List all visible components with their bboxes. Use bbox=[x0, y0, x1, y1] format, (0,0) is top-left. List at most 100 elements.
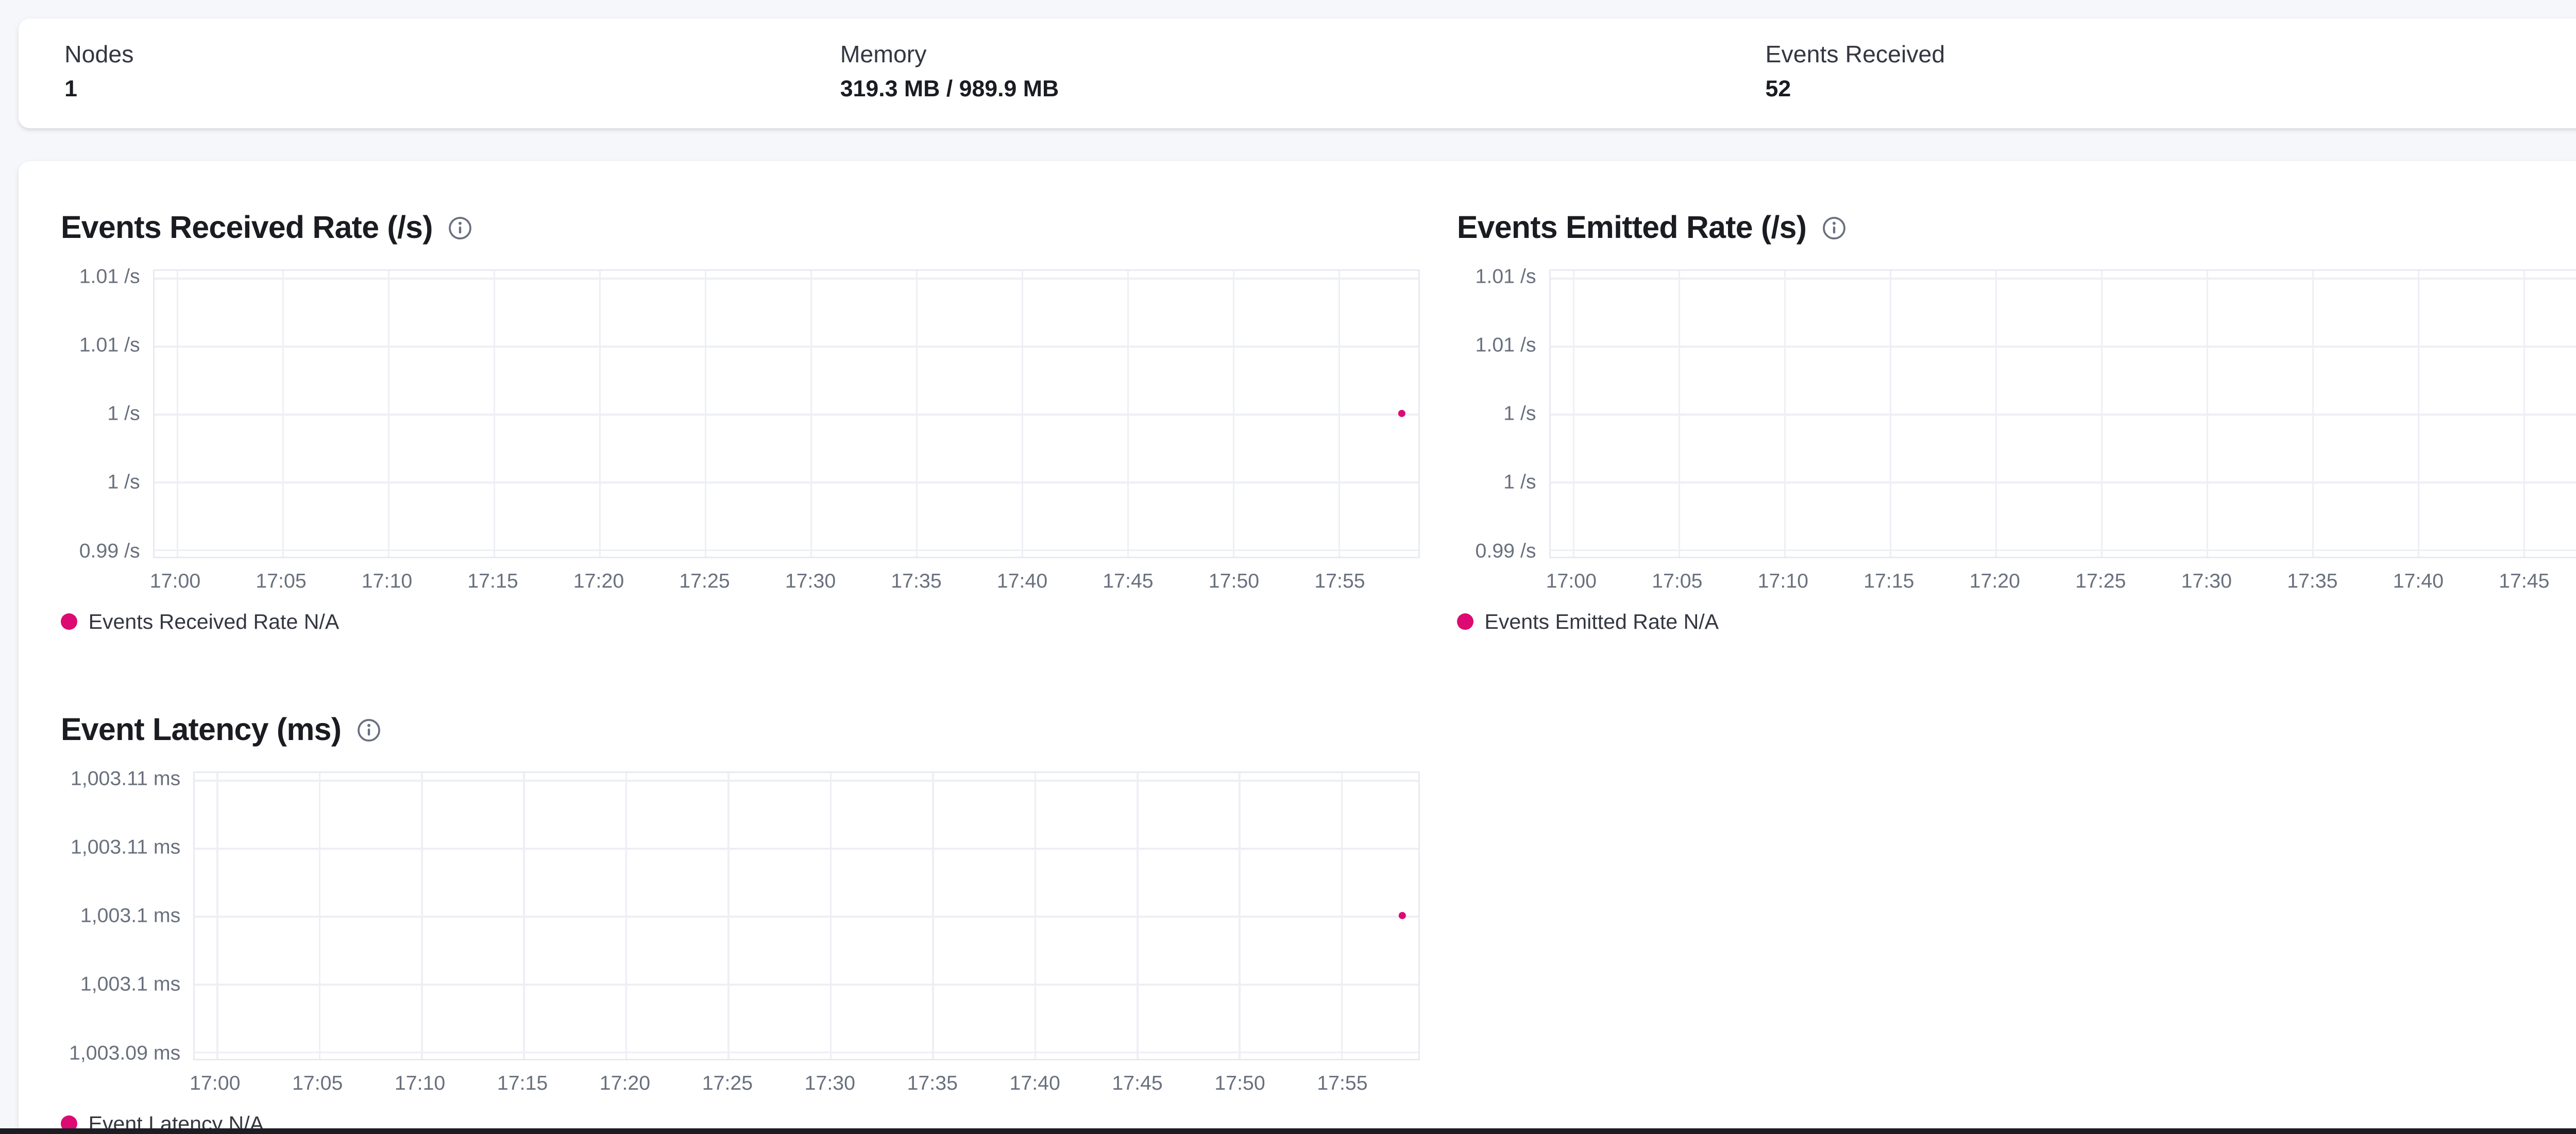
stat-events-received: Events Received 52 bbox=[1766, 37, 1945, 106]
x-axis: 17:00 17:05 17:10 17:15 17:20 17:25 17:30 17:35… bbox=[190, 1071, 1420, 1097]
chart-header: Events Emitted Rate (/s) bbox=[1457, 209, 2576, 245]
x-tick-label: 17:45 bbox=[1112, 1072, 1163, 1095]
chart-legend[interactable]: Events Received Rate N/A bbox=[60, 609, 1420, 634]
y-axis: 1.01 /s 1.01 /s 1 /s 1 /s 0.99 /s bbox=[61, 264, 153, 562]
gridline-horizontal bbox=[195, 848, 1419, 850]
charts-panel: Events Received Rate (/s) 1.01 /s 1.01 /s… bbox=[18, 161, 2576, 1134]
y-tick-label: 1 /s bbox=[107, 402, 140, 425]
y-tick-label: 1,003.11 ms bbox=[70, 766, 181, 789]
x-tick-label: 17:55 bbox=[1317, 1072, 1368, 1095]
plot-column: 17:00 17:05 17:10 17:15 17:20 17:25 17:30 17:35… bbox=[149, 269, 1420, 595]
y-tick-label: 1.01 /s bbox=[79, 264, 140, 287]
chart-header: Event Latency (ms) bbox=[61, 711, 1420, 747]
x-tick-label: 17:10 bbox=[1757, 570, 1809, 593]
chart-title: Events Received Rate (/s) bbox=[60, 210, 433, 245]
summary-stats-bar: Nodes 1 Memory 319.3 MB / 989.9 MB Event… bbox=[18, 18, 2576, 128]
x-axis: 17:00 17:05 17:10 17:15 17:20 17:25 17:30 17:35… bbox=[1546, 569, 2576, 595]
x-tick-label: 17:40 bbox=[2393, 570, 2444, 593]
legend-label: Events Received Rate N/A bbox=[88, 609, 340, 633]
plot-area[interactable] bbox=[193, 771, 1420, 1060]
chart-legend[interactable]: Events Emitted Rate N/A bbox=[1456, 609, 2576, 634]
x-tick-label: 17:20 bbox=[599, 1072, 651, 1095]
info-icon[interactable] bbox=[447, 215, 473, 241]
y-tick-label: 1,003.1 ms bbox=[80, 904, 181, 927]
info-icon[interactable] bbox=[356, 717, 382, 743]
charts-grid: Events Received Rate (/s) 1.01 /s 1.01 /s… bbox=[60, 187, 2576, 1134]
legend-dot-icon bbox=[1456, 613, 1473, 630]
y-axis: 1,003.11 ms 1,003.11 ms 1,003.1 ms 1,003.1 … bbox=[61, 766, 193, 1064]
y-axis: 1.01 /s 1.01 /s 1 /s 1 /s 0.99 /s bbox=[1457, 266, 1549, 562]
x-tick-label: 17:40 bbox=[1009, 1072, 1060, 1095]
chart-header: Events Received Rate (/s) bbox=[61, 209, 1420, 245]
chart-title: Events Emitted Rate (/s) bbox=[1456, 210, 1807, 245]
x-tick-label: 17:10 bbox=[361, 570, 413, 593]
x-tick-label: 17:15 bbox=[497, 1072, 548, 1095]
plot-area[interactable] bbox=[1549, 269, 2576, 558]
x-tick-label: 17:05 bbox=[1652, 570, 1703, 593]
plot-column: 17:00 17:05 17:10 17:15 17:20 17:25 17:30 17:35… bbox=[190, 771, 1420, 1097]
y-tick-label: 0.99 /s bbox=[79, 539, 140, 562]
gridline-horizontal bbox=[154, 549, 1419, 552]
x-tick-label: 17:00 bbox=[149, 570, 201, 593]
chart-body: 1.01 /s 1.01 /s 1 /s 1 /s 0.99 /s 17:00 17:05… bbox=[1457, 266, 2576, 595]
gridline-horizontal bbox=[1550, 482, 2576, 484]
plot-area[interactable] bbox=[152, 269, 1420, 558]
stat-label: Nodes bbox=[64, 40, 134, 67]
gridline-horizontal bbox=[1550, 549, 2576, 552]
y-tick-label: 1,003.1 ms bbox=[80, 972, 181, 995]
x-tick-label: 17:25 bbox=[702, 1072, 753, 1095]
y-tick-label: 0.99 /s bbox=[1475, 539, 1536, 562]
legend-label: Events Emitted Rate N/A bbox=[1484, 609, 1719, 633]
stat-label: Events Received bbox=[1765, 40, 1945, 67]
stat-label: Memory bbox=[840, 40, 927, 67]
x-tick-label: 17:50 bbox=[1214, 1072, 1265, 1095]
x-tick-label: 17:35 bbox=[891, 570, 942, 593]
plot-column: 17:00 17:05 17:10 17:15 17:20 17:25 17:30 17:35… bbox=[1546, 269, 2576, 595]
data-point bbox=[1398, 410, 1406, 418]
x-tick-label: 17:25 bbox=[679, 570, 730, 593]
stat-memory: Memory 319.3 MB / 989.9 MB bbox=[840, 37, 1059, 106]
x-tick-label: 17:15 bbox=[1863, 570, 1914, 593]
legend-dot-icon bbox=[60, 613, 78, 630]
chart-events-emitted-rate: Events Emitted Rate (/s) 1.01 /s 1.01 /s 1… bbox=[1456, 187, 2576, 634]
x-tick-label: 17:25 bbox=[2075, 570, 2126, 593]
gridline-horizontal bbox=[195, 984, 1419, 986]
gridline-horizontal bbox=[1550, 346, 2576, 348]
data-point bbox=[1398, 912, 1406, 920]
x-tick-label: 17:30 bbox=[804, 1072, 856, 1095]
x-tick-label: 17:00 bbox=[190, 1072, 241, 1095]
x-tick-label: 17:35 bbox=[2287, 570, 2338, 593]
y-tick-label: 1.01 /s bbox=[79, 333, 140, 356]
info-icon[interactable] bbox=[1821, 215, 1847, 241]
stat-value: 1 bbox=[64, 76, 77, 101]
x-tick-label: 17:00 bbox=[1546, 570, 1597, 593]
gridline-horizontal bbox=[154, 278, 1419, 280]
chart-title: Event Latency (ms) bbox=[60, 712, 342, 747]
stat-value: 52 bbox=[1765, 76, 1791, 101]
x-tick-label: 17:20 bbox=[573, 570, 624, 593]
x-tick-label: 17:05 bbox=[292, 1072, 343, 1095]
x-tick-label: 17:05 bbox=[256, 570, 307, 593]
bottom-edge bbox=[0, 1128, 2576, 1134]
x-tick-label: 17:45 bbox=[1103, 570, 1154, 593]
gridline-horizontal bbox=[154, 346, 1419, 348]
x-axis: 17:00 17:05 17:10 17:15 17:20 17:25 17:30 17:35… bbox=[149, 569, 1420, 595]
x-tick-label: 17:15 bbox=[467, 570, 518, 593]
y-tick-label: 1 /s bbox=[1503, 402, 1536, 425]
chart-body: 1.01 /s 1.01 /s 1 /s 1 /s 0.99 /s 17:00 17:05… bbox=[61, 264, 1420, 595]
y-tick-label: 1 /s bbox=[1503, 470, 1536, 493]
x-tick-label: 17:30 bbox=[785, 570, 836, 593]
x-tick-label: 17:30 bbox=[2181, 570, 2232, 593]
stat-value: 319.3 MB / 989.9 MB bbox=[840, 76, 1059, 101]
y-tick-label: 1,003.09 ms bbox=[69, 1041, 181, 1064]
gridline-horizontal bbox=[1550, 278, 2576, 280]
y-tick-label: 1.01 /s bbox=[1475, 333, 1536, 356]
x-tick-label: 17:40 bbox=[996, 570, 1048, 593]
gridline-horizontal bbox=[154, 482, 1419, 484]
stat-nodes: Nodes 1 bbox=[64, 37, 133, 106]
gridline-horizontal bbox=[195, 780, 1419, 782]
gridline-horizontal bbox=[195, 916, 1419, 918]
x-tick-label: 17:55 bbox=[1314, 570, 1365, 593]
y-tick-label: 1,003.11 ms bbox=[70, 835, 181, 858]
